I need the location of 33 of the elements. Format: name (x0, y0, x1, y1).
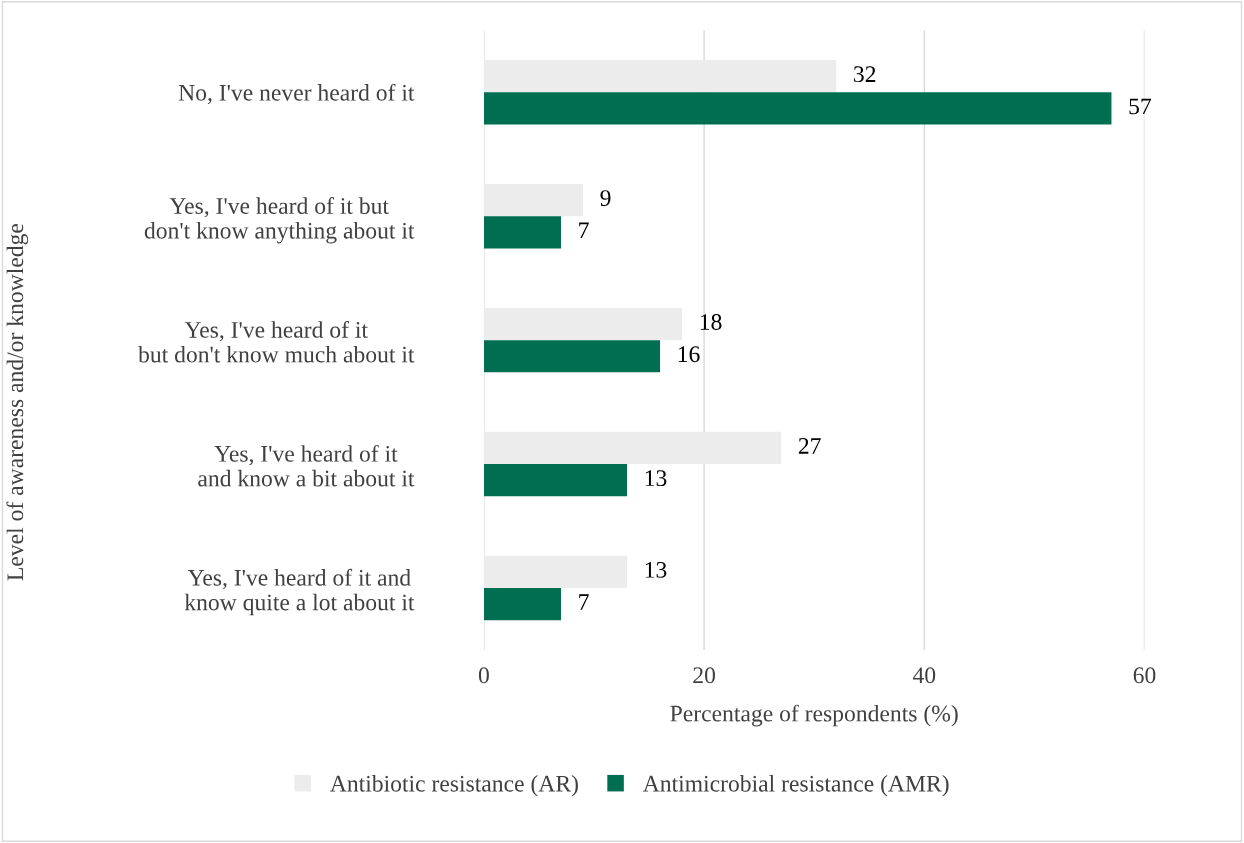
data-label: 18 (700, 314, 722, 330)
data-label: 27 (798, 438, 821, 454)
bar (483, 216, 561, 249)
y-tick-label: Yes, I've heard of it but don't know much about it (138, 321, 415, 363)
bar (483, 340, 661, 373)
data-label: 7 (579, 594, 589, 610)
bar (483, 587, 561, 621)
y-tick-label: Yes, I've heard of it but don't know anything about it (144, 197, 415, 244)
y-tick-label: Yes, I've heard of it and know quite a lot about it (184, 568, 415, 616)
x-tick-label: 0 (478, 667, 489, 684)
x-axis-title: Percentage of respondents (%) (670, 704, 958, 727)
x-tick-label: 20 (693, 667, 716, 684)
data-label: 16 (678, 346, 700, 363)
y-axis-title: Level of awareness and/or knowledge (6, 223, 29, 581)
legend-label: Antibiotic resistance (AR) (330, 775, 578, 797)
bar (483, 92, 1112, 125)
legend-label: Antimicrobial resistance (AMR) (642, 775, 949, 797)
x-tick-label: 40 (912, 667, 936, 684)
bar (483, 307, 683, 341)
bar (483, 464, 628, 497)
bar (483, 431, 782, 465)
data-label: 9 (600, 190, 611, 207)
data-label: 7 (579, 222, 589, 239)
y-tick-label: Yes, I've heard of it and know a bit about it (198, 444, 415, 487)
x-tick-label: 60 (1133, 667, 1156, 684)
bar (483, 60, 837, 93)
data-label: 13 (645, 561, 667, 578)
bar (483, 184, 583, 217)
data-label: 13 (645, 470, 667, 487)
data-label: 32 (854, 66, 876, 83)
data-label: 57 (1129, 98, 1152, 115)
y-tick-label: No, I've never heard of it (178, 83, 415, 105)
bar (483, 555, 628, 588)
